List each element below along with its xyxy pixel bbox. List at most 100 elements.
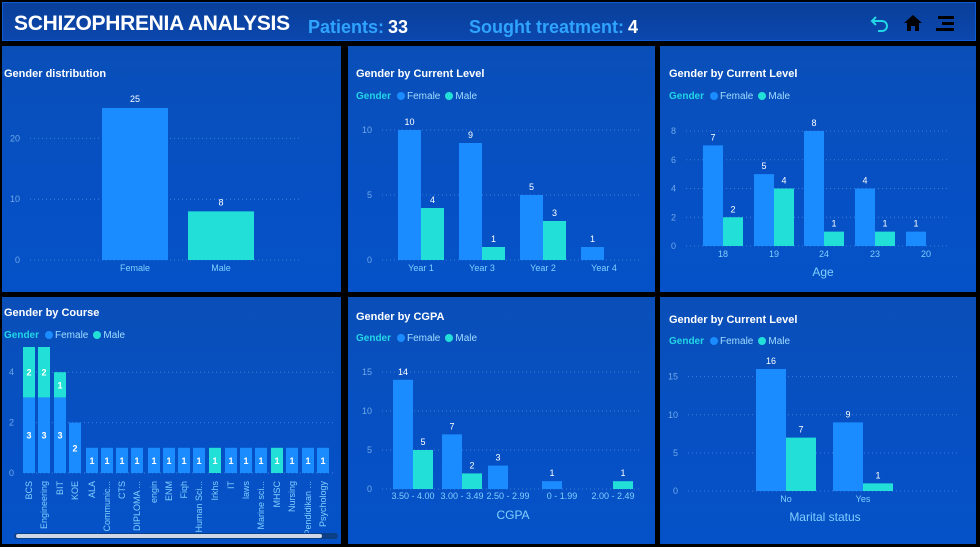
data-label: 1 [119,456,124,466]
x-tick-label: BIT [55,481,65,496]
legend-female-swatch [45,330,54,339]
legend-female-swatch [710,91,719,100]
bar-female [225,447,237,473]
legend-male-swatch [445,91,454,100]
horizontal-scrollbar[interactable] [14,533,338,539]
legend-title: Gender [356,91,392,102]
y-tick-label: 10 [362,406,372,416]
x-tick-label: Male [211,263,231,273]
undo-icon[interactable] [869,12,891,34]
x-tick-label: 3.50 - 4.00 [391,491,434,501]
y-tick-label: 20 [10,133,20,143]
bar-male [774,188,794,246]
bar-female [240,447,252,473]
x-tick-label: Year 3 [469,263,495,273]
data-label: 3 [41,431,46,441]
y-tick-label: 4 [9,367,14,377]
panel-gender-by-level: Gender by Current Level Gender Female Male… [348,46,655,292]
chart-title: Gender by CGPA [356,311,445,323]
scrollbar-thumb[interactable] [16,534,322,538]
legend-male-label: Male [103,330,126,341]
data-label: 5 [420,437,425,447]
data-label: 1 [89,456,94,466]
bar-male [421,208,444,260]
bar-male [38,347,50,398]
bar-female [804,131,824,246]
panel-gender-by-marital: Gender by Current Level Gender Female Male… [660,297,976,544]
bar-male [462,473,482,489]
data-label: 1 [212,456,217,466]
x-axis-title: Age [812,265,834,279]
data-label: 4 [862,176,867,186]
bar-female [488,465,508,489]
bar-male [23,347,35,398]
chart-legend: Gender Female Male [356,91,480,102]
data-label: 7 [798,425,803,435]
y-tick-label: 0 [9,468,14,478]
x-tick-label: 24 [819,249,829,259]
data-label: 1 [166,456,171,466]
dashboard-title: SCHIZOPHRENIA ANALYSIS [14,12,290,35]
data-label: 1 [590,234,595,244]
data-label: 8 [218,197,223,207]
data-label: 3 [552,208,557,218]
data-label: 4 [781,176,786,186]
legend-female-label: Female [407,91,441,102]
legend-male-swatch [445,333,454,342]
data-label: 1 [620,468,625,478]
menu-icon[interactable] [934,12,956,34]
treatment-value: 4 [628,17,639,37]
y-tick-label: 6 [671,155,676,165]
x-tick-label: Pendidikan ... [303,481,313,536]
panel-gender-distribution: Gender distribution 0 10 20 25 Female 8 Male [2,46,341,292]
data-label: 1 [913,219,918,229]
y-tick-label: 0 [15,255,20,265]
bar-female [69,422,81,473]
y-tick-label: 10 [668,410,678,420]
bar-male [209,447,221,473]
y-tick-label: 15 [668,372,678,382]
bar-female [286,447,298,473]
x-tick-label: KOE [70,481,80,500]
x-tick-label: laws [241,481,251,500]
data-label: 25 [130,94,140,104]
data-label: 2 [72,443,77,453]
data-label: 1 [151,456,156,466]
data-label: 1 [289,456,294,466]
bar-female [442,434,462,489]
patients-label: Patients: [308,17,385,37]
data-label: 1 [258,456,263,466]
bar-female [906,231,926,246]
x-tick-label: IT [226,480,236,489]
bar-female [116,447,128,473]
data-label: 9 [845,409,850,419]
bar-female [178,447,190,473]
bar-male [786,437,816,491]
bar-male [482,247,505,260]
data-label: 1 [134,456,139,466]
data-label: 14 [398,367,408,377]
bar-female [542,481,562,489]
data-label: 1 [196,456,201,466]
y-tick-label: 10 [10,194,20,204]
x-tick-label: Year 1 [408,263,434,273]
bar-female [756,369,786,491]
legend-title: Gender [4,330,40,341]
chart-title: Gender by Current Level [356,68,485,80]
x-tick-label: Marine sci... [256,481,266,530]
y-tick-label: 4 [671,184,676,194]
home-icon[interactable] [902,12,924,34]
data-label: 3 [26,431,31,441]
data-label: 9 [468,130,473,140]
chart-title: Gender by Current Level [669,68,798,80]
x-tick-label: 2.00 - 2.49 [591,491,634,501]
data-label: 1 [243,456,248,466]
bar-female [754,174,774,246]
bar-female [193,447,205,473]
data-label: 1 [104,456,109,466]
data-label: 7 [710,132,715,142]
bar-female [23,397,35,473]
bar-female [302,447,314,473]
bar-female [581,247,604,260]
